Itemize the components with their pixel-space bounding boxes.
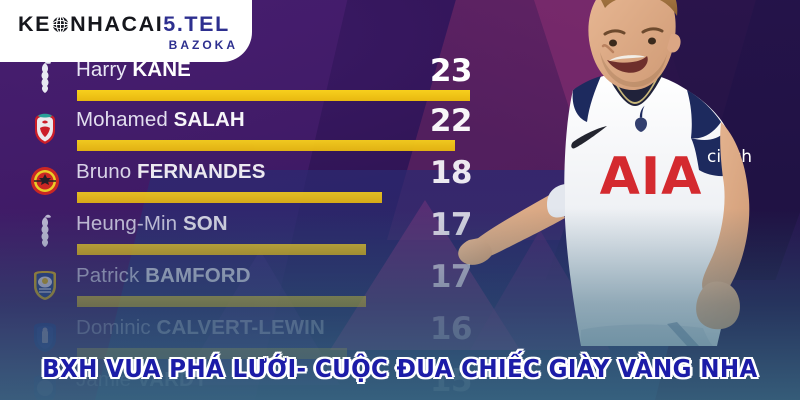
headline-text: BXH VUA PHÁ LƯỚI- CUỘC ĐUA CHIẾC GIÀY VÀ… [42,353,758,383]
headline-banner: BXH VUA PHÁ LƯỚI- CUỘC ĐUA CHIẾC GIÀY VÀ… [0,336,800,400]
